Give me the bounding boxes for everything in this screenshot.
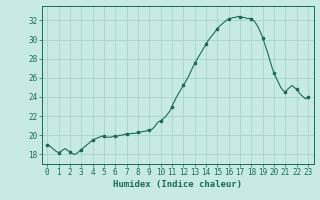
X-axis label: Humidex (Indice chaleur): Humidex (Indice chaleur) [113,180,242,189]
